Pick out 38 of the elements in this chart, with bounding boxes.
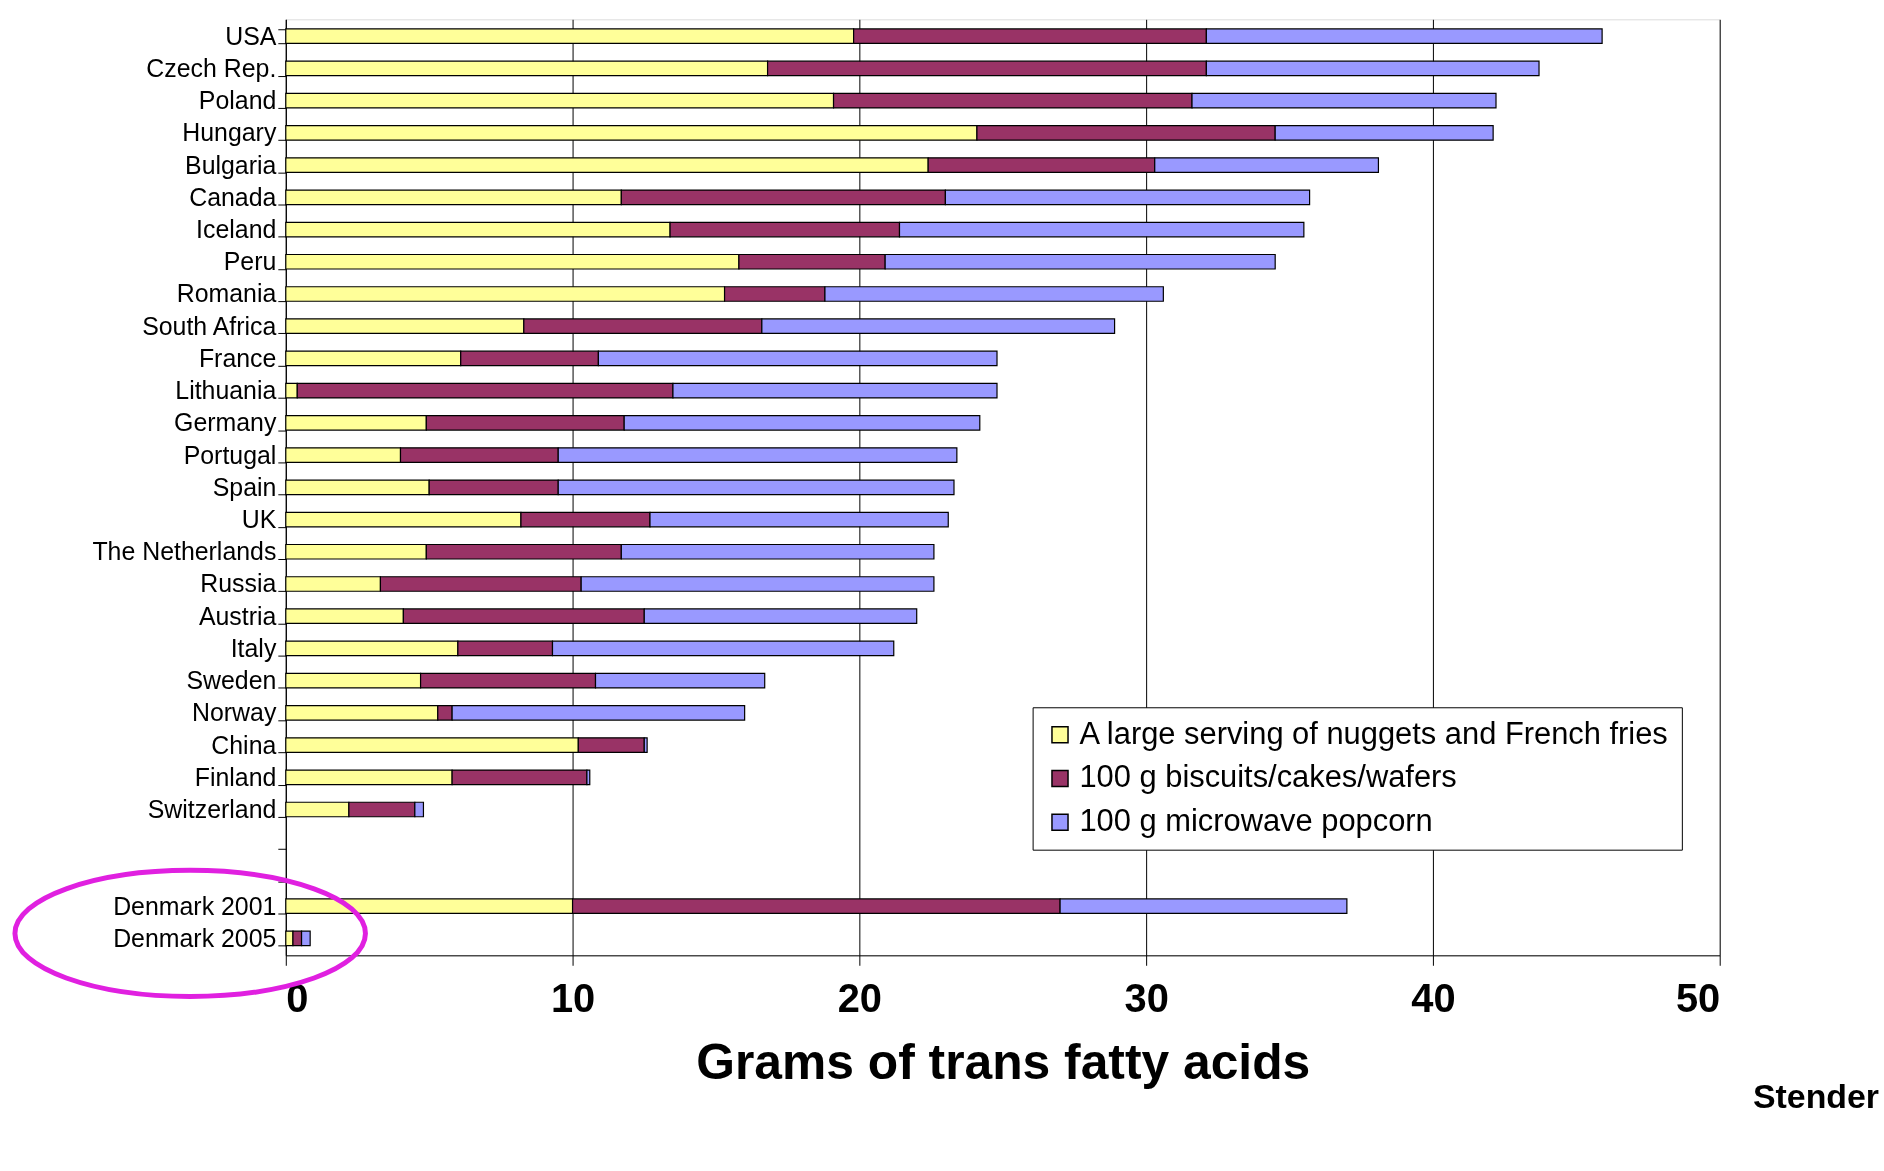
y-tick-label: Norway bbox=[192, 698, 277, 727]
y-tick-label: Finland bbox=[194, 762, 277, 791]
y-tick-label: Austria bbox=[198, 601, 277, 630]
x-axis-title: Grams of trans fatty acids bbox=[696, 1034, 1311, 1091]
legend-label: A large serving of nuggets and French fries bbox=[1079, 715, 1668, 751]
y-tick-label: Lithuania bbox=[175, 376, 277, 405]
y-tick-label: Sweden bbox=[186, 666, 277, 695]
x-tick-label: 10 bbox=[550, 975, 596, 1020]
x-tick-label: 50 bbox=[1675, 975, 1721, 1020]
y-tick-label: Czech Rep. bbox=[146, 53, 277, 82]
y-tick-label: Denmark 2001 bbox=[113, 891, 277, 920]
y-tick-label: Canada bbox=[189, 182, 277, 211]
y-tick-label: UK bbox=[241, 505, 277, 533]
y-tick-label: Poland bbox=[198, 86, 277, 115]
x-tick-label: 20 bbox=[837, 975, 883, 1020]
x-tick-label: 0 bbox=[286, 975, 309, 1020]
y-tick-label: Italy bbox=[230, 633, 277, 662]
y-tick-label: Peru bbox=[223, 247, 277, 276]
y-tick-label: Hungary bbox=[182, 118, 277, 147]
y-tick-label: Denmark 2005 bbox=[113, 923, 277, 952]
legend-label: 100 g biscuits/cakes/wafers bbox=[1079, 759, 1457, 795]
y-tick-label: Romania bbox=[176, 279, 277, 308]
legend-label: 100 g microwave popcorn bbox=[1079, 803, 1433, 839]
y-tick-label: South Africa bbox=[142, 311, 277, 340]
y-tick-label: USA bbox=[225, 21, 277, 50]
y-tick-label: Spain bbox=[212, 472, 277, 501]
y-tick-label: Germany bbox=[174, 408, 277, 437]
y-tick-label: Portugal bbox=[183, 440, 277, 469]
y-tick-label: Bulgaria bbox=[185, 150, 277, 179]
text: Stender bbox=[1753, 1076, 1880, 1115]
y-tick-label: The Netherlands bbox=[92, 537, 277, 566]
y-tick-label: China bbox=[211, 730, 277, 759]
y-tick-label: Switzerland bbox=[147, 794, 277, 823]
y-tick-label: France bbox=[198, 343, 277, 372]
y-tick-label: Russia bbox=[200, 569, 277, 598]
x-tick-label: 40 bbox=[1411, 975, 1456, 1020]
y-tick-label: Iceland bbox=[196, 215, 277, 244]
x-tick-label: 30 bbox=[1124, 975, 1169, 1020]
